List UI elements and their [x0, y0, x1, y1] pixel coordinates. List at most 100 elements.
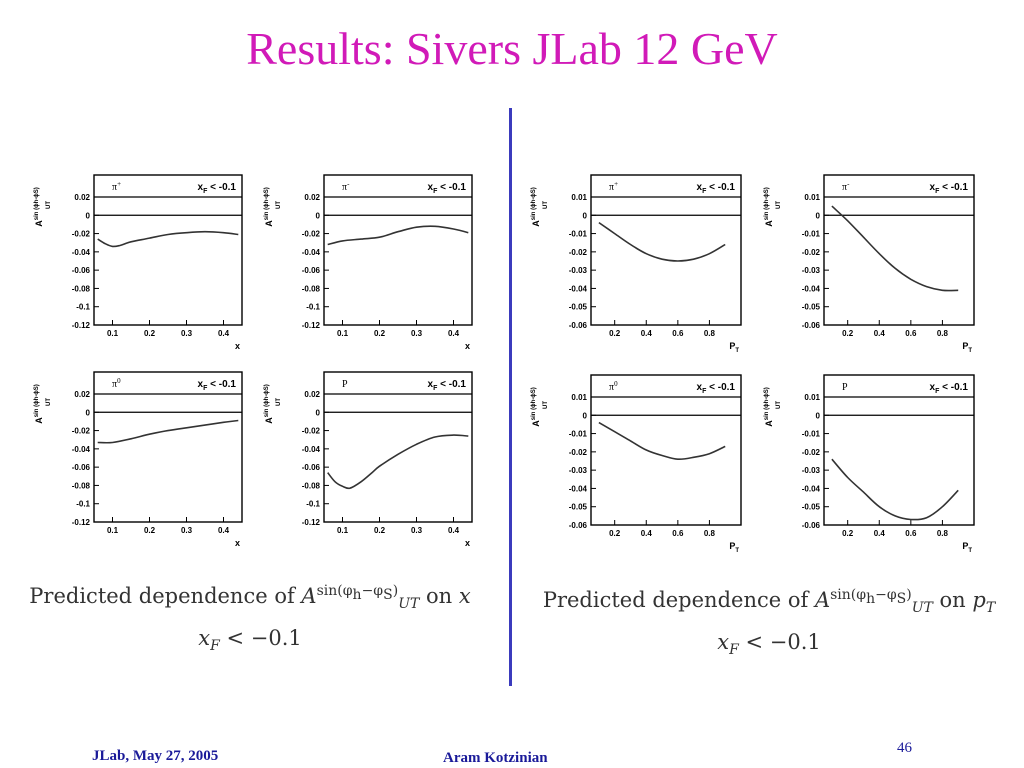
- y-tick-label: 0.01: [804, 193, 820, 202]
- y-axis-label-sup: sin (ϕh-ϕS): [264, 187, 270, 220]
- y-tick-label: -0.1: [76, 500, 90, 509]
- hadron-label-sup: 0: [117, 377, 121, 385]
- x-tick-label: 0.4: [641, 529, 653, 538]
- y-tick-label: 0.01: [571, 193, 587, 202]
- y-tick-label: -0.03: [569, 466, 588, 475]
- chart-svg: 0.02 0 -0.02 -0.04 -0.06 -0.08 -0.1 -0.12 0.1 0.2…: [264, 174, 473, 351]
- x-tick-label: 0.4: [641, 329, 653, 338]
- y-tick-label: -0.04: [72, 248, 91, 257]
- plot-frame: [590, 174, 742, 326]
- cut-label-sub: F: [203, 188, 208, 195]
- cut-label-rest: < -0.1: [706, 382, 735, 393]
- hadron-label: π+: [112, 180, 121, 193]
- cut-label-sub: F: [433, 188, 438, 195]
- y-tick-label: 0: [86, 408, 91, 417]
- cut-label: xF < -0.1: [198, 182, 237, 195]
- y-tick-label: -0.05: [569, 303, 588, 312]
- plot-frame: [323, 174, 473, 326]
- y-axis-label-sup: sin (ϕh-ϕS): [531, 387, 537, 420]
- y-tick-label: -0.01: [802, 230, 821, 239]
- y-tick-label: -0.03: [569, 266, 588, 275]
- hadron-label: π0: [112, 377, 121, 390]
- cut-label-x: x: [198, 182, 204, 193]
- y-tick-label: -0.1: [306, 500, 320, 509]
- y-axis-label-sup: sin (ϕh-ϕS): [34, 384, 40, 417]
- y-tick-label: -0.08: [72, 481, 91, 490]
- x-tick-label: 0.1: [107, 526, 119, 535]
- x-tick-label: 0.8: [704, 529, 716, 538]
- x-tick-label: 0.2: [144, 329, 156, 338]
- y-axis-label-sub: UT: [46, 201, 52, 209]
- hadron-label-sup: -: [847, 180, 850, 188]
- caption-left: Predicted dependence of Asin(φh−φS)UT on…: [0, 574, 500, 663]
- x-tick-label: 0.4: [218, 329, 230, 338]
- y-tick-label: -0.05: [802, 303, 821, 312]
- series-line: [598, 421, 726, 461]
- y-axis-label-sub: UT: [543, 201, 549, 209]
- x-tick-label: 0.2: [842, 329, 854, 338]
- divider-line: [509, 108, 512, 686]
- y-axis-label: Asin (ϕh-ϕS): [764, 187, 774, 227]
- chart-svg: 0.02 0 -0.02 -0.04 -0.06 -0.08 -0.1 -0.12 0.1 0.2…: [34, 174, 243, 351]
- cut-label-rest: < -0.1: [437, 379, 466, 390]
- y-tick-label: 0.01: [571, 393, 587, 402]
- series-line: [598, 221, 726, 262]
- y-tick-label: 0.01: [804, 393, 820, 402]
- x-axis-label: x: [465, 341, 470, 351]
- y-tick-label: -0.01: [569, 230, 588, 239]
- cut-label-rest: < -0.1: [706, 182, 735, 193]
- y-axis-label-sub: UT: [276, 201, 282, 209]
- plot-pi-zero-x: 0.02 0 -0.02 -0.04 -0.06 -0.08 -0.1 -0.12 0.1 0.2…: [28, 362, 254, 562]
- y-tick-label: -0.08: [302, 481, 321, 490]
- x-tick-label: 0.1: [337, 526, 349, 535]
- hadron-label: π-: [842, 180, 850, 193]
- chart-svg: 0.01 0 -0.01 -0.02 -0.03 -0.04 -0.05 -0.06 0.2 0.…: [531, 174, 742, 354]
- y-tick-label: -0.12: [72, 321, 91, 330]
- cut-label: xF < -0.1: [428, 379, 467, 392]
- y-tick-label: -0.02: [72, 427, 91, 436]
- footer-author: Aram Kotzinian: [443, 750, 548, 766]
- cut-label-rest: < -0.1: [939, 182, 968, 193]
- y-tick-label: 0.02: [304, 193, 320, 202]
- cut-label: xF < -0.1: [930, 182, 969, 195]
- x-tick-label: 0.3: [181, 526, 193, 535]
- chart-svg: 0.01 0 -0.01 -0.02 -0.03 -0.04 -0.05 -0.06 0.2 0.…: [764, 174, 975, 354]
- y-tick-label: -0.02: [569, 248, 588, 257]
- slide-title: Results: Sivers JLab 12 GeV: [246, 23, 778, 74]
- y-tick-label: -0.06: [72, 463, 91, 472]
- y-tick-label: -0.02: [802, 248, 821, 257]
- y-tick-label: -0.06: [302, 463, 321, 472]
- y-axis-label-sub: UT: [46, 398, 52, 406]
- y-tick-label: -0.08: [302, 284, 321, 293]
- x-tick-label: 0.4: [448, 329, 460, 338]
- cut-label-x: x: [930, 182, 936, 193]
- x-tick-label: 0.6: [672, 529, 684, 538]
- x-tick-label: 0.2: [374, 329, 386, 338]
- y-axis-label: Asin (ϕh-ϕS): [764, 387, 774, 427]
- y-tick-label: -0.03: [802, 466, 821, 475]
- footer-date: JLab, May 27, 2005: [92, 748, 219, 764]
- y-tick-label: -0.02: [72, 230, 91, 239]
- plot-pi-minus-x: 0.02 0 -0.02 -0.04 -0.06 -0.08 -0.1 -0.12 0.1 0.2…: [258, 165, 484, 365]
- y-tick-label: -0.04: [802, 284, 821, 293]
- plot-frame: [823, 174, 975, 326]
- x-axis-label: PT: [962, 541, 972, 554]
- cut-label: xF < -0.1: [930, 382, 969, 395]
- caption-left-line2: xF < −0.1: [198, 626, 302, 655]
- cut-label-rest: < -0.1: [207, 182, 236, 193]
- y-axis-label: Asin (ϕh-ϕS): [34, 384, 44, 424]
- x-axis-label: PT: [729, 541, 739, 554]
- y-tick-label: -0.06: [72, 266, 91, 275]
- y-tick-label: -0.02: [302, 427, 321, 436]
- y-tick-label: -0.02: [302, 230, 321, 239]
- chart-svg: 0.02 0 -0.02 -0.04 -0.06 -0.08 -0.1 -0.12 0.1 0.2…: [264, 371, 473, 548]
- chart-svg: 0.01 0 -0.01 -0.02 -0.03 -0.04 -0.05 -0.06 0.2 0.…: [531, 374, 742, 554]
- cut-label: xF < -0.1: [428, 182, 467, 195]
- y-axis-label-sup: sin (ϕh-ϕS): [264, 384, 270, 417]
- hadron-label-sup: 0: [614, 380, 618, 388]
- y-axis-label-sub: UT: [776, 401, 782, 409]
- x-axis-label-sub: T: [968, 548, 972, 554]
- y-tick-label: -0.06: [569, 521, 588, 530]
- x-tick-label: 0.1: [337, 329, 349, 338]
- plot-frame: [823, 374, 975, 526]
